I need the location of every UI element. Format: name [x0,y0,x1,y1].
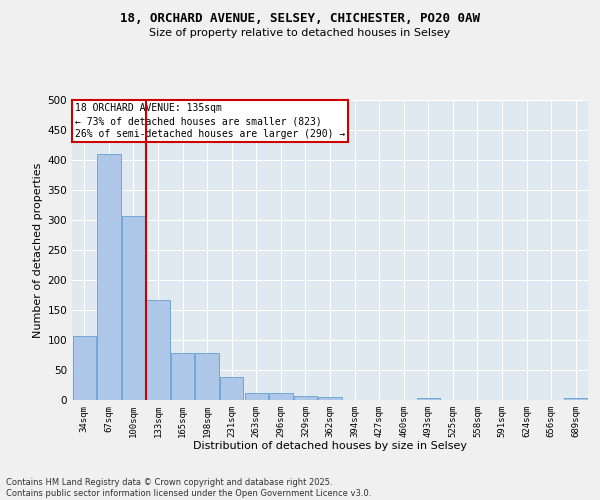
Text: Contains HM Land Registry data © Crown copyright and database right 2025.
Contai: Contains HM Land Registry data © Crown c… [6,478,371,498]
Bar [73,336,96,400]
Bar [294,396,317,400]
Bar [245,393,268,400]
Bar [146,300,170,400]
Text: 18 ORCHARD AVENUE: 135sqm
← 73% of detached houses are smaller (823)
26% of semi: 18 ORCHARD AVENUE: 135sqm ← 73% of detac… [74,103,345,140]
Y-axis label: Number of detached properties: Number of detached properties [33,162,43,338]
Bar [122,216,145,400]
Bar [269,394,293,400]
Text: 18, ORCHARD AVENUE, SELSEY, CHICHESTER, PO20 0AW: 18, ORCHARD AVENUE, SELSEY, CHICHESTER, … [120,12,480,26]
X-axis label: Distribution of detached houses by size in Selsey: Distribution of detached houses by size … [193,442,467,452]
Bar [220,377,244,400]
Bar [564,398,587,400]
Text: Size of property relative to detached houses in Selsey: Size of property relative to detached ho… [149,28,451,38]
Bar [171,353,194,400]
Bar [416,398,440,400]
Bar [319,397,341,400]
Bar [196,353,219,400]
Bar [97,154,121,400]
